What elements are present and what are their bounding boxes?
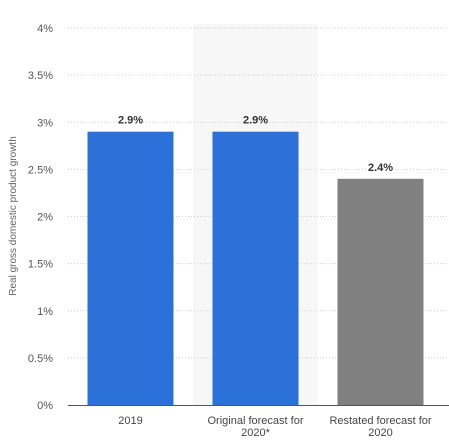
y-tick-label: 3% [37,117,53,129]
y-tick-label: 0% [37,400,53,412]
y-tick-label: 4% [37,23,53,35]
y-axis-title: Real gross domestic product growth [8,136,19,296]
y-tick-label: 2% [37,212,53,224]
x-tick-label: Original forecast for 2020* [208,415,304,439]
y-tick-label: 1.5% [28,259,53,271]
y-tick-label: 1% [37,306,53,318]
data-label: 2.4% [368,162,393,174]
bar[interactable] [213,132,299,405]
data-label: 2.9% [243,115,268,127]
y-tick-label: 3.5% [28,70,53,82]
data-label: 2.9% [118,115,143,127]
x-tick-label: Restated forecast for 2020 [329,415,431,439]
y-tick-label: 2.5% [28,164,53,176]
y-tick-label: 0.5% [28,353,53,365]
bar[interactable] [88,132,174,405]
bar[interactable] [338,179,424,405]
x-axis-categories: 2019 Original forecast for 2020* Restated f… [118,415,432,439]
x-tick-label: 2019 [118,415,142,427]
y-axis-ticks: 0% 0.5% 1% 1.5% 2% 2.5% 3% 3.5% 4% [28,23,53,412]
